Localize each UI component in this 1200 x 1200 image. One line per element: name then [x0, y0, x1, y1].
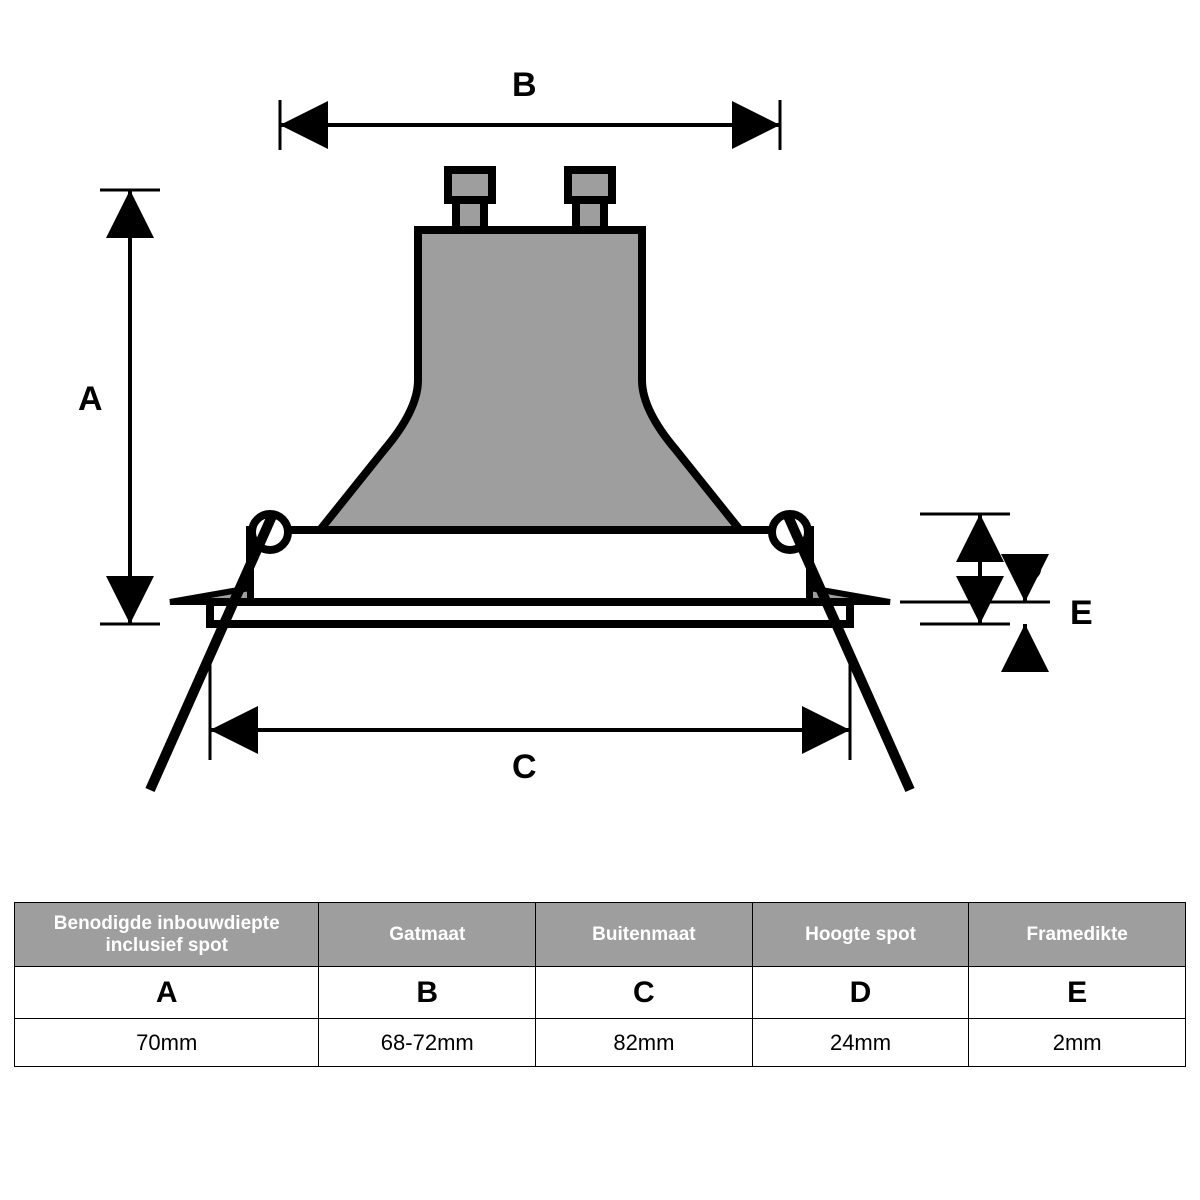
dim-label-d: D: [1018, 550, 1043, 589]
col-value: 70mm: [15, 1019, 319, 1067]
col-header: Hoogte spot: [752, 903, 969, 967]
col-header: Gatmaat: [319, 903, 536, 967]
col-header: Benodigde inbouwdiepte inclusief spot: [15, 903, 319, 967]
table-value-row: 70mm 68-72mm 82mm 24mm 2mm: [15, 1019, 1186, 1067]
dim-label-e: E: [1070, 594, 1093, 633]
col-header: Framedikte: [969, 903, 1186, 967]
dimensions-table: Benodigde inbouwdiepte inclusief spot Ga…: [14, 902, 1186, 1067]
col-header: Buitenmaat: [536, 903, 753, 967]
spec-table: Benodigde inbouwdiepte inclusief spot Ga…: [14, 902, 1186, 1067]
col-letter: A: [15, 967, 319, 1019]
table-header-row: Benodigde inbouwdiepte inclusief spot Ga…: [15, 903, 1186, 967]
col-value: 68-72mm: [319, 1019, 536, 1067]
col-value: 2mm: [969, 1019, 1186, 1067]
col-letter: B: [319, 967, 536, 1019]
col-letter: C: [536, 967, 753, 1019]
dim-label-b: B: [512, 66, 537, 105]
spotlight-drawing: [40, 60, 1160, 860]
dim-label-a: A: [78, 380, 103, 419]
col-letter: E: [969, 967, 1186, 1019]
col-value: 24mm: [752, 1019, 969, 1067]
table-letter-row: A B C D E: [15, 967, 1186, 1019]
dim-label-c: C: [512, 748, 537, 787]
col-value: 82mm: [536, 1019, 753, 1067]
technical-diagram: B A C D E: [40, 60, 1160, 860]
col-letter: D: [752, 967, 969, 1019]
